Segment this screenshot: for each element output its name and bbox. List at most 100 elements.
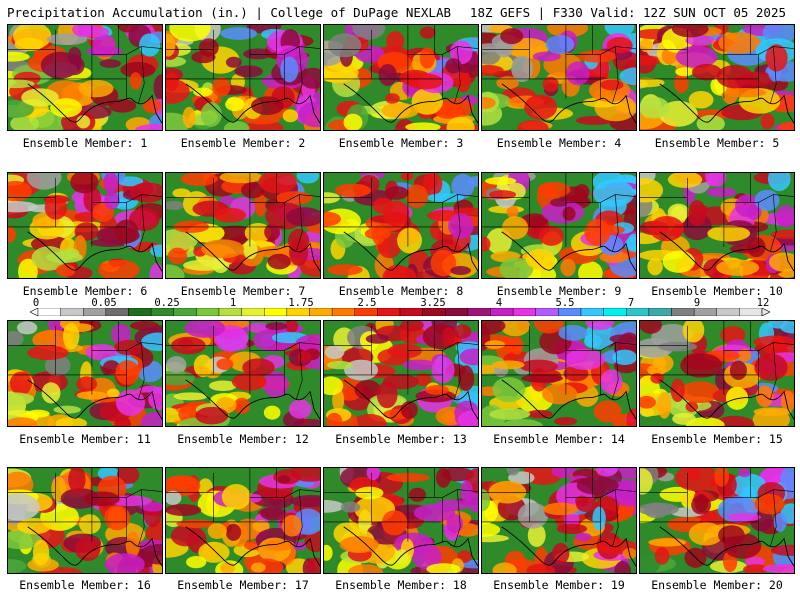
precip-blob xyxy=(40,51,80,79)
precip-blob xyxy=(140,411,162,426)
precip-blob xyxy=(674,72,689,94)
precip-blob xyxy=(383,200,410,227)
colorbar-segment xyxy=(60,308,84,316)
precip-blob xyxy=(169,25,211,42)
state-border xyxy=(612,194,619,252)
precip-blob xyxy=(640,468,653,495)
ensemble-member-map xyxy=(165,467,321,574)
precip-blob xyxy=(381,510,408,536)
precip-blob xyxy=(400,321,424,332)
colorbar-segment xyxy=(150,308,174,316)
state-border xyxy=(640,492,724,523)
colorbar-tick-label: 0 xyxy=(32,297,40,309)
state-border xyxy=(454,489,461,547)
precip-blob xyxy=(8,180,32,202)
precip-blob xyxy=(334,183,372,198)
precip-blob xyxy=(482,489,491,512)
precip-blob xyxy=(425,385,449,395)
precip-blob xyxy=(482,64,504,76)
precip-blob xyxy=(106,388,120,399)
precip-blob xyxy=(442,411,456,423)
precip-blob xyxy=(407,73,444,90)
precip-blob xyxy=(545,35,575,54)
precip-blob xyxy=(328,33,362,58)
precip-blob xyxy=(550,198,568,207)
colorbar-segment xyxy=(716,308,740,316)
precip-blob xyxy=(696,114,725,130)
state-border xyxy=(565,194,636,203)
precip-blob xyxy=(576,497,598,513)
ensemble-member-map xyxy=(639,24,795,131)
precip-blob xyxy=(8,330,24,347)
colorbar-tick-label: 7 xyxy=(627,297,635,309)
ensemble-member-label: Ensemble Member: 11 xyxy=(19,432,151,446)
precip-blob xyxy=(640,77,665,88)
coastline xyxy=(501,231,636,272)
precip-blob xyxy=(198,38,219,57)
colorbar-segment xyxy=(490,308,514,316)
state-border xyxy=(166,345,250,376)
precip-blob xyxy=(76,115,91,129)
precip-blob xyxy=(176,519,217,529)
state-border xyxy=(249,46,320,55)
precip-blob xyxy=(290,468,320,482)
precip-blob xyxy=(324,62,359,83)
precip-blob xyxy=(520,213,549,228)
precip-blob xyxy=(609,334,636,344)
precip-blob xyxy=(280,56,299,83)
colorbar-segment xyxy=(286,308,310,316)
precip-blob xyxy=(593,400,622,423)
precip-blob xyxy=(694,252,731,262)
precip-blob xyxy=(688,200,707,227)
precip-blob xyxy=(496,76,519,90)
state-border xyxy=(770,194,777,252)
colorbar-segment xyxy=(739,308,763,316)
precip-blob xyxy=(450,266,471,275)
precip-blob xyxy=(170,525,200,547)
precip-blob xyxy=(405,122,441,130)
precip-blob xyxy=(729,360,747,381)
precip-blob xyxy=(364,227,391,240)
precip-blob xyxy=(707,225,751,242)
state-border xyxy=(723,46,794,55)
ensemble-member-label: Ensemble Member: 20 xyxy=(651,578,783,592)
state-border xyxy=(407,489,478,498)
precip-blob xyxy=(104,553,145,573)
state-border xyxy=(454,46,461,104)
precip-blob xyxy=(343,113,363,130)
precip-blob xyxy=(675,45,718,68)
ensemble-member-map xyxy=(639,172,795,279)
coastline xyxy=(27,379,162,420)
ensemble-member-map xyxy=(323,172,479,279)
precip-field xyxy=(166,173,320,278)
precip-blob xyxy=(592,506,606,531)
precip-blob xyxy=(243,239,258,260)
colorbar-segment xyxy=(331,308,355,316)
precip-blob xyxy=(458,365,475,392)
precip-blob xyxy=(290,495,320,508)
precip-blob xyxy=(304,531,320,553)
precip-field xyxy=(166,321,320,426)
state-border xyxy=(249,489,320,498)
precip-blob xyxy=(365,334,390,344)
precip-blob xyxy=(671,25,709,38)
state-border xyxy=(166,492,250,523)
colorbar-segment xyxy=(648,308,672,316)
precip-blob xyxy=(108,98,137,113)
coastline xyxy=(659,379,794,420)
ensemble-member-map xyxy=(323,320,479,427)
ensemble-member-map xyxy=(639,467,795,574)
coastline xyxy=(659,231,794,272)
precip-blob xyxy=(408,487,426,502)
precip-blob xyxy=(324,211,341,227)
precip-blob xyxy=(242,358,275,377)
precip-blob xyxy=(376,381,398,409)
precip-blob xyxy=(648,538,687,547)
precip-blob xyxy=(340,501,361,513)
precip-blob xyxy=(352,25,386,40)
state-border xyxy=(407,194,478,203)
precip-blob xyxy=(233,397,251,415)
product-title: Precipitation Accumulation (in.) | Colle… xyxy=(7,5,452,20)
precip-blob xyxy=(460,480,474,503)
precip-blob xyxy=(247,493,262,503)
